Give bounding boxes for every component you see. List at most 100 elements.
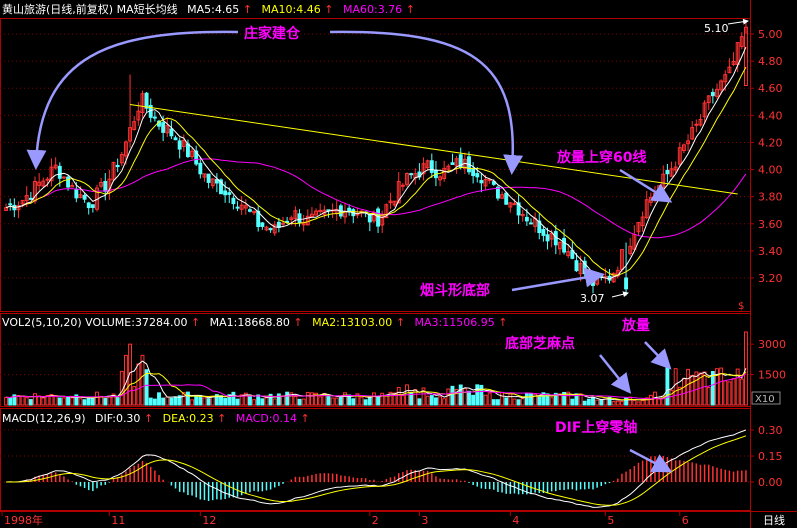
volume-bar[interactable] — [677, 386, 682, 406]
volume-bar[interactable] — [351, 398, 356, 406]
candle-body[interactable] — [24, 195, 29, 202]
volume-bar[interactable] — [392, 392, 397, 406]
volume-bar[interactable] — [591, 396, 595, 406]
volume-bar[interactable] — [607, 396, 612, 406]
candle-body[interactable] — [260, 222, 265, 227]
candle-body[interactable] — [99, 182, 104, 187]
candle-body[interactable] — [103, 180, 108, 192]
volume-bar[interactable] — [433, 397, 438, 406]
volume-bar[interactable] — [301, 398, 306, 406]
volume-bar[interactable] — [45, 395, 50, 406]
volume-bar[interactable] — [61, 397, 66, 406]
volume-bar[interactable] — [735, 368, 740, 406]
candle-body[interactable] — [739, 36, 744, 47]
candle-body[interactable] — [309, 213, 314, 218]
volume-bar[interactable] — [111, 393, 116, 406]
volume-bar[interactable] — [293, 395, 298, 406]
volume-bar[interactable] — [549, 397, 554, 406]
volume-bar[interactable] — [467, 390, 471, 406]
volume-bar[interactable] — [355, 393, 360, 406]
volume-bar[interactable] — [595, 399, 600, 406]
volume-bar[interactable] — [504, 397, 509, 406]
candle-body[interactable] — [450, 162, 455, 165]
candle-body[interactable] — [644, 199, 649, 219]
volume-bar[interactable] — [194, 396, 199, 406]
volume-bar[interactable] — [297, 398, 302, 406]
candle-body[interactable] — [574, 260, 579, 272]
volume-bar[interactable] — [202, 397, 207, 406]
volume-bar[interactable] — [454, 388, 459, 406]
volume-bar[interactable] — [541, 392, 546, 406]
volume-bar[interactable] — [450, 385, 455, 406]
candle-body[interactable] — [500, 194, 505, 199]
volume-bar[interactable] — [553, 392, 558, 406]
period-label[interactable]: 日线 — [763, 513, 785, 527]
candle-body[interactable] — [8, 203, 13, 206]
volume-bar[interactable] — [363, 399, 368, 406]
candle-body[interactable] — [78, 194, 83, 198]
volume-bar[interactable] — [28, 399, 33, 406]
volume-bar[interactable] — [86, 397, 91, 406]
volume-bar[interactable] — [318, 396, 323, 406]
candle-body[interactable] — [504, 192, 509, 205]
candle-body[interactable] — [136, 110, 141, 121]
candle-body[interactable] — [578, 263, 583, 275]
candle-body[interactable] — [144, 92, 149, 109]
volume-bar[interactable] — [173, 396, 178, 406]
volume-bar[interactable] — [599, 399, 604, 406]
volume-bar[interactable] — [371, 392, 376, 406]
candle-body[interactable] — [367, 213, 372, 223]
candle-body[interactable] — [719, 80, 724, 91]
volume-bar[interactable] — [487, 392, 492, 406]
volume-bar[interactable] — [152, 398, 157, 406]
volume-bar[interactable] — [252, 399, 257, 406]
candle-body[interactable] — [586, 271, 591, 275]
candle-body[interactable] — [392, 200, 397, 206]
candle-body[interactable] — [665, 169, 670, 175]
volume-bar[interactable] — [512, 398, 517, 406]
candle-body[interactable] — [194, 150, 199, 165]
volume-bar[interactable] — [190, 399, 195, 406]
volume-bar[interactable] — [624, 397, 629, 406]
candle-body[interactable] — [86, 202, 91, 209]
candle-body[interactable] — [628, 245, 633, 255]
volume-bar[interactable] — [276, 393, 281, 406]
volume-bar[interactable] — [132, 386, 137, 406]
candle-body[interactable] — [49, 166, 54, 182]
volume-bar[interactable] — [231, 391, 236, 406]
candle-body[interactable] — [731, 60, 736, 65]
volume-bar[interactable] — [227, 394, 232, 406]
volume-bar[interactable] — [359, 396, 364, 406]
volume-bar[interactable] — [82, 399, 87, 406]
candle-body[interactable] — [235, 206, 240, 209]
volume-bar[interactable] — [710, 370, 715, 406]
volume-bar[interactable] — [615, 400, 620, 406]
candle-body[interactable] — [252, 210, 257, 214]
volume-bar[interactable] — [338, 395, 343, 406]
candle-body[interactable] — [446, 165, 451, 170]
volume-bar[interactable] — [33, 393, 37, 406]
candle-body[interactable] — [70, 185, 75, 188]
volume-bar[interactable] — [144, 369, 149, 406]
candle-body[interactable] — [537, 220, 542, 234]
volume-bar[interactable] — [611, 401, 616, 406]
volume-bar[interactable] — [388, 391, 393, 406]
candle-body[interactable] — [285, 220, 290, 223]
candle-body[interactable] — [111, 161, 116, 181]
candle-body[interactable] — [115, 164, 120, 168]
candle-body[interactable] — [289, 217, 294, 221]
volume-bar[interactable] — [326, 395, 331, 406]
candle-body[interactable] — [268, 228, 273, 231]
candle-body[interactable] — [673, 166, 678, 171]
candle-body[interactable] — [281, 222, 285, 225]
candle-body[interactable] — [293, 210, 298, 219]
volume-bar[interactable] — [239, 394, 244, 406]
candle-body[interactable] — [256, 210, 261, 228]
candle-body[interactable] — [690, 127, 695, 140]
candle-body[interactable] — [206, 173, 211, 183]
candle-body[interactable] — [161, 122, 166, 133]
candle-body[interactable] — [181, 139, 186, 148]
candle-body[interactable] — [243, 205, 248, 209]
candle-body[interactable] — [41, 180, 46, 187]
candle-body[interactable] — [524, 216, 529, 222]
